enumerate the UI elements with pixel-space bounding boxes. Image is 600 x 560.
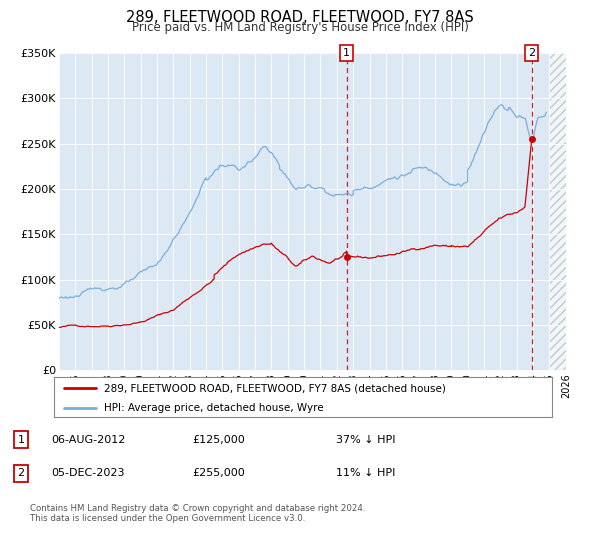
Text: 289, FLEETWOOD ROAD, FLEETWOOD, FY7 8AS: 289, FLEETWOOD ROAD, FLEETWOOD, FY7 8AS bbox=[126, 10, 474, 25]
Text: 11% ↓ HPI: 11% ↓ HPI bbox=[336, 468, 395, 478]
Bar bbox=[550, 53, 574, 370]
Text: This data is licensed under the Open Government Licence v3.0.: This data is licensed under the Open Gov… bbox=[30, 514, 305, 523]
Text: 37% ↓ HPI: 37% ↓ HPI bbox=[336, 435, 395, 445]
Text: £125,000: £125,000 bbox=[192, 435, 245, 445]
Text: 06-AUG-2012: 06-AUG-2012 bbox=[51, 435, 125, 445]
Text: 2: 2 bbox=[17, 468, 25, 478]
Text: 289, FLEETWOOD ROAD, FLEETWOOD, FY7 8AS (detached house): 289, FLEETWOOD ROAD, FLEETWOOD, FY7 8AS … bbox=[104, 383, 446, 393]
Text: £255,000: £255,000 bbox=[192, 468, 245, 478]
Text: 05-DEC-2023: 05-DEC-2023 bbox=[51, 468, 125, 478]
Text: 2: 2 bbox=[528, 48, 535, 58]
Text: Contains HM Land Registry data © Crown copyright and database right 2024.: Contains HM Land Registry data © Crown c… bbox=[30, 504, 365, 513]
Text: 1: 1 bbox=[343, 48, 350, 58]
Text: 1: 1 bbox=[17, 435, 25, 445]
Text: Price paid vs. HM Land Registry's House Price Index (HPI): Price paid vs. HM Land Registry's House … bbox=[131, 21, 469, 34]
Text: HPI: Average price, detached house, Wyre: HPI: Average price, detached house, Wyre bbox=[104, 403, 323, 413]
